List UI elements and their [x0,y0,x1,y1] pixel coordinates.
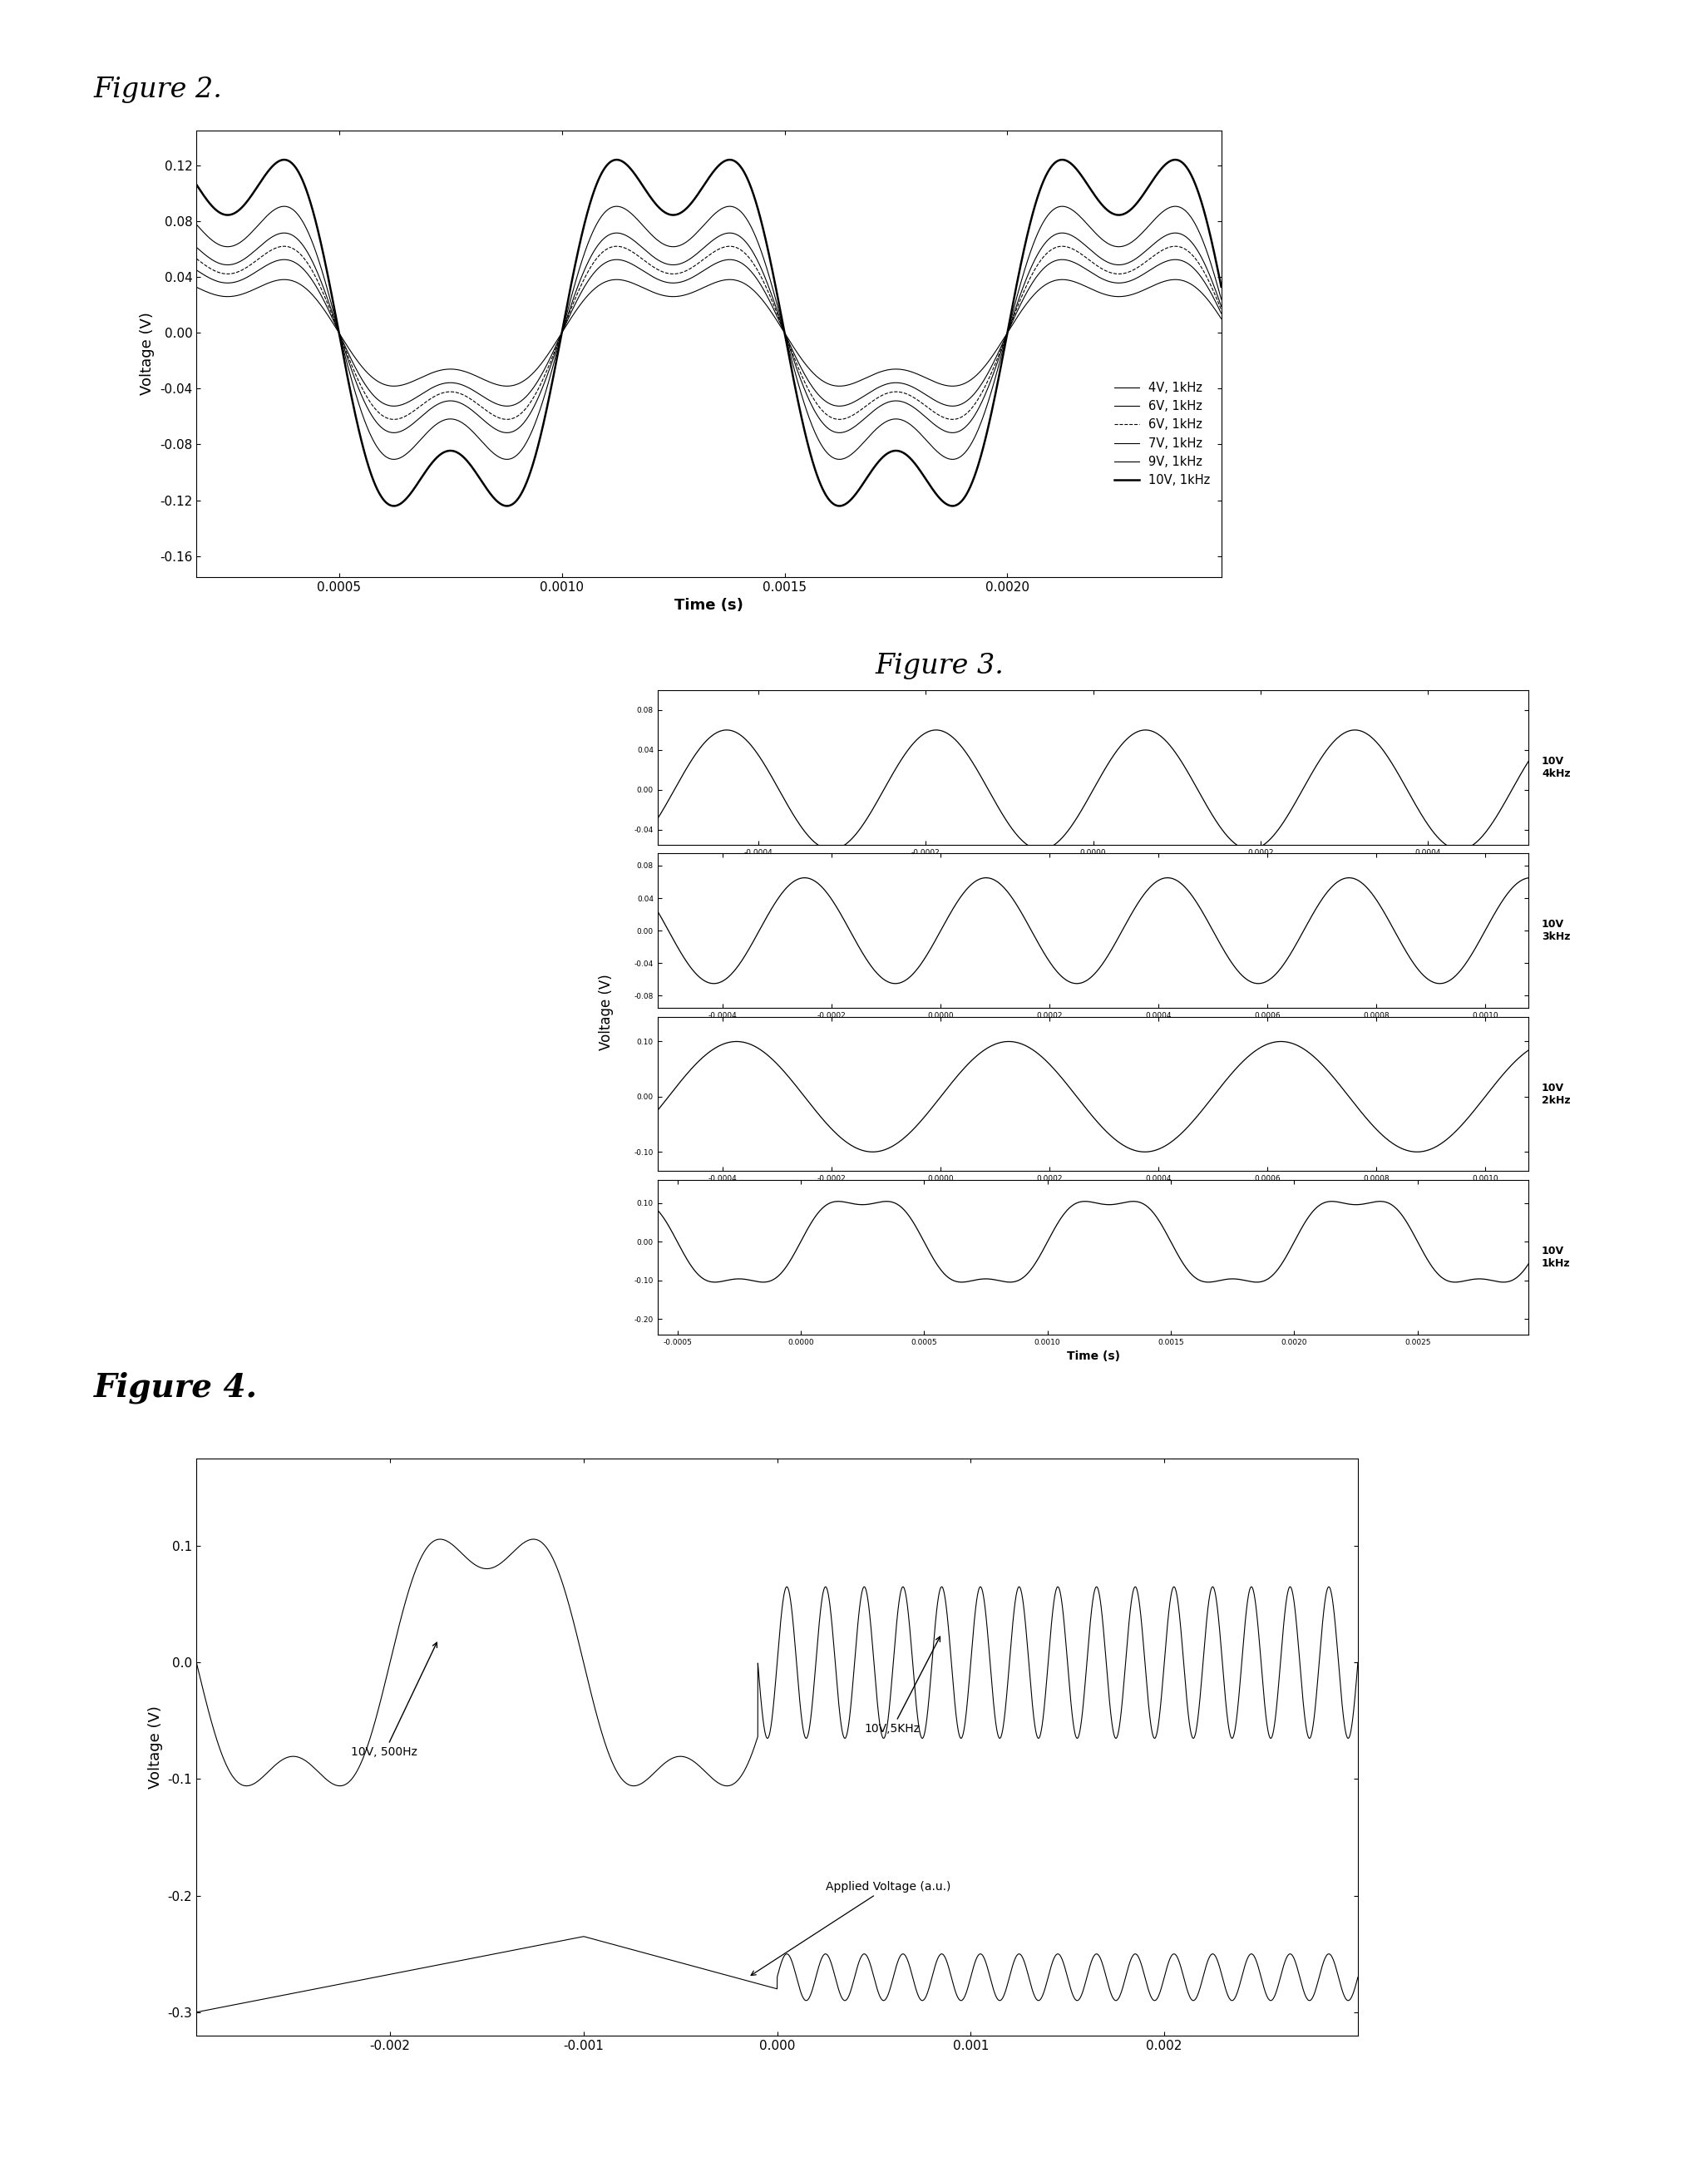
Text: Figure 2.: Figure 2. [94,76,222,102]
Text: Applied Voltage (a.u.): Applied Voltage (a.u.) [752,1881,951,1975]
X-axis label: Time (s): Time (s) [1066,1350,1120,1363]
Y-axis label: Voltage (V): Voltage (V) [140,311,155,396]
Text: Voltage (V): Voltage (V) [600,973,613,1051]
Text: Figure 3.: Figure 3. [874,653,1004,679]
Text: 10V
4kHz: 10V 4kHz [1542,755,1571,779]
X-axis label: Time (s): Time (s) [675,599,743,614]
Legend: 4V, 1kHz, 6V, 1kHz, 6V, 1kHz, 7V, 1kHz, 9V, 1kHz, 10V, 1kHz: 4V, 1kHz, 6V, 1kHz, 6V, 1kHz, 7V, 1kHz, … [1110,377,1214,492]
Text: Figure 4.: Figure 4. [94,1372,258,1404]
Text: 10V,5KHz: 10V,5KHz [864,1637,939,1735]
Text: 10V
3kHz: 10V 3kHz [1542,919,1570,943]
Text: 10V
2kHz: 10V 2kHz [1542,1082,1571,1106]
Text: 10V
1kHz: 10V 1kHz [1542,1245,1571,1269]
Text: 10V, 500Hz: 10V, 500Hz [352,1641,437,1759]
Y-axis label: Voltage (V): Voltage (V) [149,1705,162,1789]
